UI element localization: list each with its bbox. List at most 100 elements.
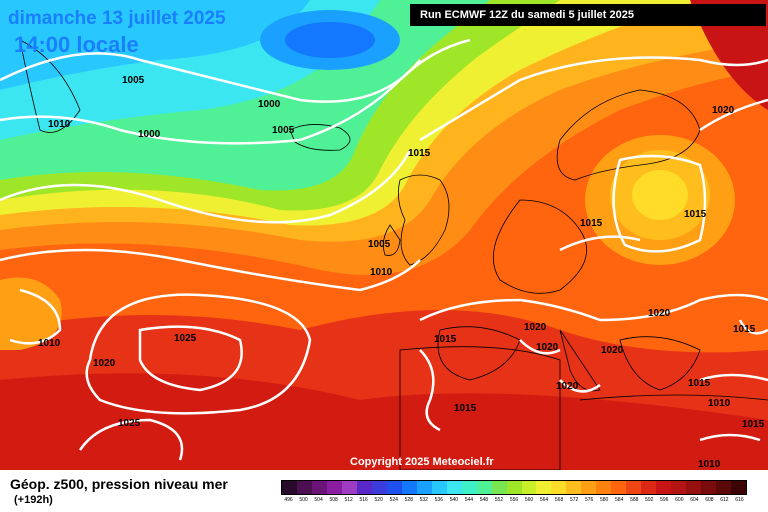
- scale-swatch: [416, 481, 432, 494]
- scale-label: 496: [284, 497, 293, 503]
- scale-swatch: [626, 481, 642, 494]
- copyright-notice: Copyright 2025 Meteociel.fr: [350, 456, 494, 468]
- scale-label: 560: [524, 497, 534, 503]
- scale-swatch: [461, 481, 477, 494]
- scale-swatch: [282, 481, 297, 494]
- scale-swatch: [656, 481, 672, 494]
- isobar-label: 1025: [118, 418, 141, 429]
- scale-label: 504: [314, 497, 323, 503]
- scale-swatch: [506, 481, 522, 494]
- scale-label: 604: [690, 497, 699, 503]
- scale-label: 568: [554, 497, 564, 503]
- isobar-label: 1010: [48, 119, 71, 130]
- scale-swatch: [341, 481, 357, 494]
- scale-swatch: [731, 481, 747, 494]
- forecast-time: 14:00 locale: [14, 32, 139, 57]
- scale-label: 608: [705, 497, 714, 503]
- scale-swatch: [476, 481, 492, 494]
- isobar-label: 1020: [556, 381, 579, 392]
- isobar-label: 1015: [454, 403, 477, 414]
- scale-swatch: [386, 481, 402, 494]
- isobar-label: 1015: [742, 419, 765, 430]
- scale-label: 588: [630, 497, 639, 503]
- scale-label: 524: [389, 497, 398, 503]
- scale-label: 516: [359, 497, 368, 503]
- isobar-label: 1020: [93, 358, 116, 369]
- isobar-label: 1020: [648, 308, 671, 319]
- isobar-label: 1020: [712, 105, 735, 116]
- scale-swatch: [671, 481, 687, 494]
- isobar-label: 1010: [38, 338, 61, 349]
- scale-label: 532: [419, 497, 428, 503]
- scale-swatch: [641, 481, 657, 494]
- lead-time: (+192h): [14, 494, 53, 506]
- color-scale: 496 500 504 508 512 516 520 524 528 532 536 540 544 5…: [281, 480, 747, 506]
- footer: Géop. z500, pression niveau mer (+192h) …: [0, 470, 768, 512]
- isobar-label: 1010: [370, 267, 393, 278]
- scale-label: 556: [509, 497, 519, 503]
- scale-swatch: [491, 481, 507, 494]
- scale-label: 508: [329, 497, 338, 503]
- scale-swatch: [536, 481, 552, 494]
- scale-swatch: [701, 481, 717, 494]
- isobar-label: 1000: [258, 99, 281, 110]
- isobar-label: 1005: [122, 75, 145, 86]
- scale-swatch: [326, 481, 342, 494]
- isobar-label: 1015: [684, 209, 707, 220]
- scale-label: 572: [569, 497, 579, 503]
- scale-label: 512: [344, 497, 353, 503]
- color-scale-swatches: [281, 480, 747, 495]
- scale-label: 500: [299, 497, 308, 503]
- field-darkred-ne: [690, 0, 768, 110]
- scale-label: 616: [735, 497, 744, 503]
- isobar-label: 1015: [688, 378, 711, 389]
- isobar-label: 1005: [368, 239, 391, 250]
- scale-swatch: [356, 481, 372, 494]
- scale-swatch: [566, 481, 582, 494]
- scale-label: 548: [479, 497, 489, 503]
- model-run-banner: Run ECMWF 12Z du samedi 5 juillet 2025: [410, 4, 766, 26]
- scale-label: 536: [434, 497, 443, 503]
- scale-label: 584: [615, 497, 624, 503]
- isobar-label: 1010: [708, 398, 731, 409]
- isobar-label: 1020: [524, 322, 547, 333]
- coastlines: [19, 39, 768, 470]
- scale-label: 580: [600, 497, 609, 503]
- isobar-label: 1025: [174, 333, 197, 344]
- isobar-label: 1015: [580, 218, 603, 229]
- field-title: Géop. z500, pression niveau mer: [10, 476, 228, 492]
- isobar-label: 1010: [698, 459, 721, 470]
- scale-label: 520: [374, 497, 383, 503]
- scale-label: 596: [660, 497, 669, 503]
- scale-swatch: [446, 481, 462, 494]
- isobars: [0, 38, 768, 461]
- isobar-labels: 1005 1000 1010 1000 1005 1015 1020 1015 …: [38, 75, 765, 470]
- scale-label: 564: [539, 497, 549, 503]
- weather-map: 1005 1000 1010 1000 1005 1015 1020 1015 …: [0, 0, 768, 470]
- isobar-label: 1000: [138, 129, 161, 140]
- scale-label: 576: [584, 497, 594, 503]
- scale-swatch: [551, 481, 567, 494]
- isobar-label: 1015: [408, 148, 431, 159]
- isobar-label: 1015: [434, 334, 457, 345]
- scale-swatch: [521, 481, 537, 494]
- scale-label: 592: [645, 497, 654, 503]
- field-deep-red: [0, 373, 768, 470]
- scale-label: 600: [675, 497, 684, 503]
- scale-swatch: [431, 481, 447, 494]
- isobar-label: 1020: [536, 342, 559, 353]
- isobar-label: 1015: [733, 324, 756, 335]
- scale-swatch: [371, 481, 387, 494]
- forecast-date: dimanche 13 juillet 2025: [8, 8, 226, 29]
- scale-swatch: [611, 481, 627, 494]
- field-skyblue: [0, 0, 310, 90]
- scale-label: 540: [449, 497, 459, 503]
- isobar-label: 1005: [272, 125, 295, 136]
- scale-label: 544: [464, 497, 474, 503]
- scale-label: 552: [494, 497, 504, 503]
- isobar-label: 1020: [601, 345, 624, 356]
- scale-swatch: [401, 481, 417, 494]
- scale-swatch: [716, 481, 732, 494]
- scale-label: 612: [720, 497, 729, 503]
- scale-swatch: [311, 481, 327, 494]
